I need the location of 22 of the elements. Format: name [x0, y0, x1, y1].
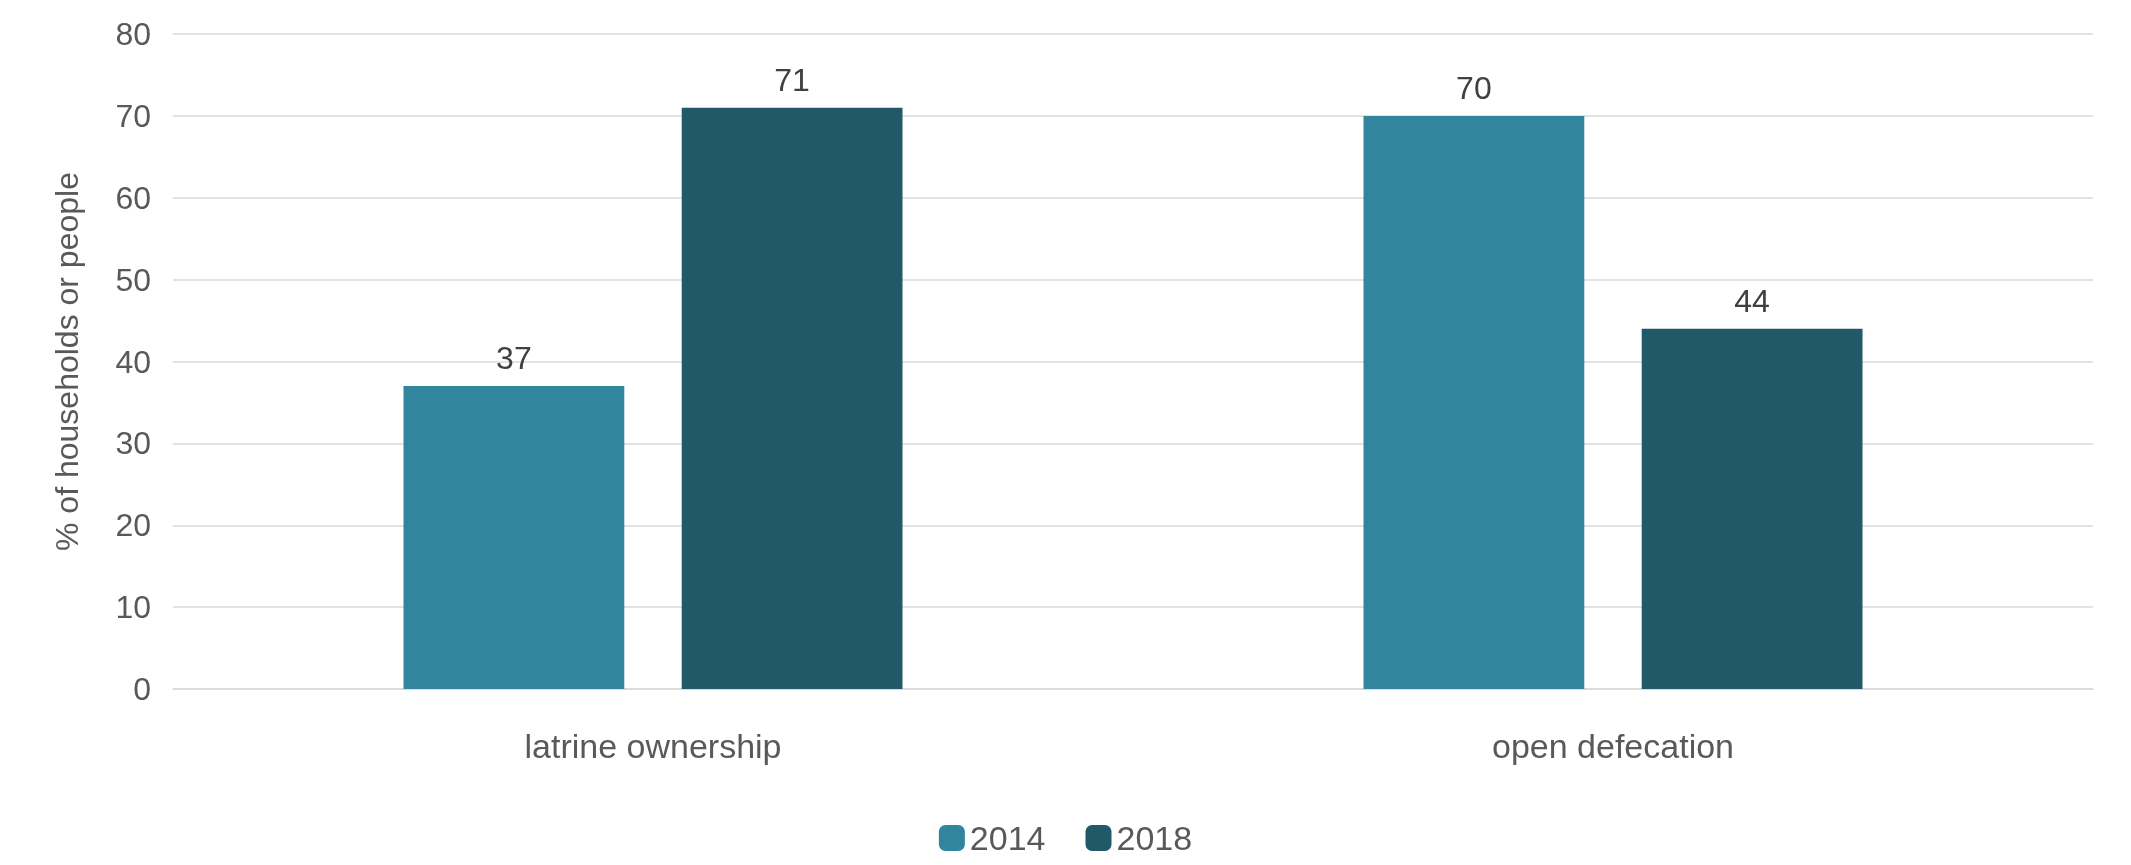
- y-tick-label: 10: [115, 589, 151, 626]
- x-tick-label: latrine ownership: [524, 727, 782, 765]
- data-label: 71: [774, 61, 810, 98]
- y-tick-label: 30: [115, 425, 151, 462]
- y-tick-label: 60: [115, 179, 151, 216]
- y-tick-label: 0: [133, 671, 151, 707]
- data-label: 44: [1734, 282, 1770, 319]
- bar: [1363, 115, 1585, 689]
- legend-label: 2014: [969, 819, 1046, 857]
- y-tick-label: 80: [115, 16, 151, 52]
- legend-label: 2018: [1116, 819, 1193, 857]
- data-label: 37: [496, 340, 532, 377]
- bar: [1641, 328, 1863, 689]
- y-tick-label: 50: [115, 261, 151, 298]
- x-tick-label: open defecation: [1492, 727, 1734, 765]
- bar: [681, 107, 903, 689]
- y-axis-title: % of households or people: [49, 172, 85, 551]
- bar: [403, 386, 625, 689]
- y-tick-label: 40: [115, 343, 151, 380]
- y-tick-label: 20: [115, 507, 151, 544]
- y-tick-label: 70: [115, 97, 151, 134]
- data-label: 70: [1456, 69, 1492, 106]
